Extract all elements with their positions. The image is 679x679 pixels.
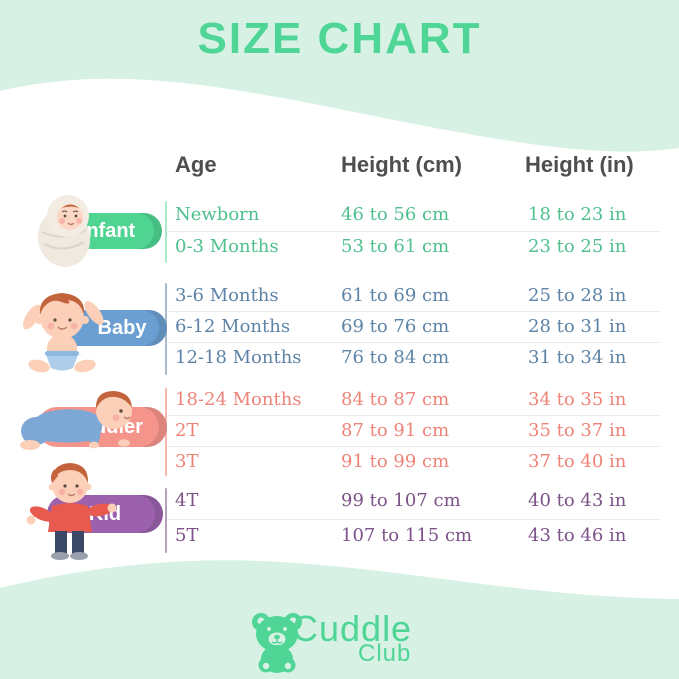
swaddled-infant-icon: [37, 195, 91, 267]
table-row: 2T 87 to 91 cm 35 to 37 in: [0, 415, 679, 447]
age-cell: 3-6 Months: [175, 285, 279, 306]
height-cm-cell: 107 to 115 cm: [341, 525, 473, 546]
height-cm-cell: 46 to 56 cm: [341, 204, 450, 225]
height-in-cell: 35 to 37 in: [528, 420, 627, 441]
age-cell: 0-3 Months: [175, 236, 279, 257]
header-height-in: Height (in): [525, 152, 634, 177]
age-cell: Newborn: [175, 204, 260, 225]
age-cell: 6-12 Months: [175, 316, 291, 337]
height-cm-cell: 76 to 84 cm: [341, 347, 450, 368]
page-title: SIZE CHART: [197, 14, 482, 63]
table-row: 3-6 Months 61 to 69 cm 25 to 28 in: [0, 280, 679, 312]
height-in-cell: 31 to 34 in: [528, 347, 627, 368]
height-cm-cell: 91 to 99 cm: [341, 451, 450, 472]
height-in-cell: 23 to 25 in: [528, 236, 627, 257]
height-cm-cell: 87 to 91 cm: [341, 420, 450, 441]
table-row: 12-18 Months 76 to 84 cm 31 to 34 in: [0, 342, 679, 374]
teddy-bear-icon: [252, 613, 302, 673]
table-header-row: Age Height (cm) Height (in): [0, 150, 679, 180]
height-in-cell: 18 to 23 in: [528, 204, 627, 225]
row-divider: [168, 231, 660, 232]
table-row: Newborn 46 to 56 cm 18 to 23 in: [0, 199, 679, 231]
row-divider: [168, 446, 660, 447]
crawling-toddler-icon: [20, 391, 132, 450]
age-cell: 12-18 Months: [175, 347, 302, 368]
height-cm-cell: 69 to 76 cm: [341, 316, 450, 337]
standing-kid-icon: [26, 463, 117, 560]
table-row: 18-24 Months 84 to 87 cm 34 to 35 in: [0, 384, 679, 416]
age-cell: 2T: [175, 420, 199, 441]
age-cell: 18-24 Months: [175, 389, 302, 410]
category-label: Infant: [80, 220, 136, 242]
brand-name: Cuddle: [292, 608, 413, 649]
age-cell: 5T: [175, 525, 199, 546]
bottom-wave-background: [0, 560, 679, 679]
row-divider: [168, 311, 660, 312]
height-cm-cell: 99 to 107 cm: [341, 490, 461, 511]
row-divider: [168, 342, 660, 343]
section-rule-infant: [165, 201, 167, 263]
table-row: 5T 107 to 115 cm 43 to 46 in: [0, 520, 679, 552]
section-rule-kid: [165, 488, 167, 553]
table-row: 3T 91 to 99 cm 37 to 40 in: [0, 446, 679, 478]
table-row: 6-12 Months 69 to 76 cm 28 to 31 in: [0, 311, 679, 343]
height-in-cell: 28 to 31 in: [528, 316, 627, 337]
header-height-cm: Height (cm): [341, 152, 462, 177]
height-in-cell: 43 to 46 in: [528, 525, 627, 546]
table-row: 0-3 Months 53 to 61 cm 23 to 25 in: [0, 231, 679, 263]
height-cm-cell: 61 to 69 cm: [341, 285, 450, 306]
sitting-baby-icon: [23, 293, 104, 373]
height-cm-cell: 84 to 87 cm: [341, 389, 450, 410]
height-in-cell: 40 to 43 in: [528, 490, 627, 511]
height-in-cell: 34 to 35 in: [528, 389, 627, 410]
height-in-cell: 37 to 40 in: [528, 451, 627, 472]
top-wave-background: [0, 0, 679, 152]
category-label: Baby: [97, 317, 147, 339]
table-row: 4T 99 to 107 cm 40 to 43 in: [0, 485, 679, 517]
header-age: Age: [175, 152, 217, 177]
age-cell: 3T: [175, 451, 199, 472]
row-divider: [168, 415, 660, 416]
brand-name-secondary: Club: [358, 640, 412, 667]
height-cm-cell: 53 to 61 cm: [341, 236, 450, 257]
height-in-cell: 25 to 28 in: [528, 285, 627, 306]
age-cell: 4T: [175, 490, 199, 511]
row-divider: [168, 519, 660, 520]
